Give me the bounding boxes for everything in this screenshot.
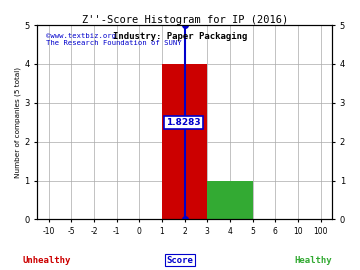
Y-axis label: Number of companies (5 total): Number of companies (5 total) bbox=[15, 67, 22, 178]
Bar bbox=[162, 64, 207, 220]
Text: Score: Score bbox=[167, 256, 193, 265]
Text: Industry: Paper Packaging: Industry: Paper Packaging bbox=[113, 32, 247, 41]
Title: Z''-Score Histogram for IP (2016): Z''-Score Histogram for IP (2016) bbox=[81, 15, 288, 25]
Bar bbox=[207, 181, 253, 220]
Text: Unhealthy: Unhealthy bbox=[23, 256, 71, 265]
Text: ©www.textbiz.org
The Research Foundation of SUNY: ©www.textbiz.org The Research Foundation… bbox=[46, 33, 182, 46]
Text: 1.8283: 1.8283 bbox=[166, 118, 201, 127]
Text: Healthy: Healthy bbox=[294, 256, 332, 265]
